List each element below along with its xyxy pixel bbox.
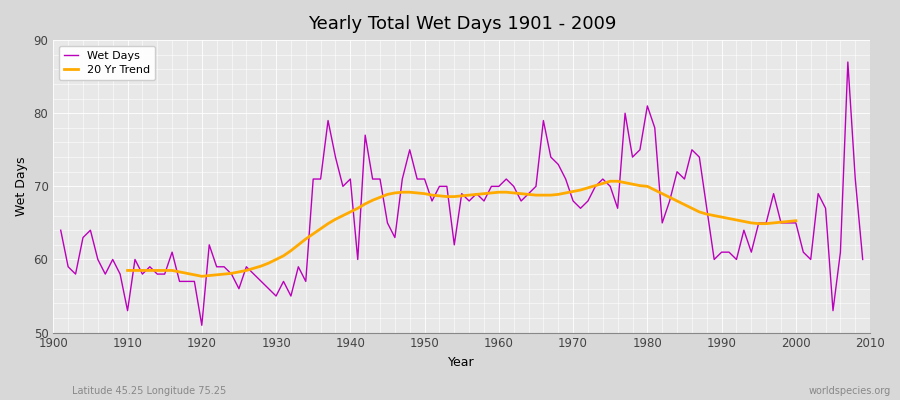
Wet Days [501,177,512,182]
Text: Latitude 45.25 Longitude 75.25: Latitude 45.25 Longitude 75.25 [72,386,226,396]
20 Yr Trend [701,212,712,216]
Wet Days [55,228,66,233]
Wet Days [858,257,868,262]
Line: 20 Yr Trend: 20 Yr Trend [128,181,796,276]
Wet Days [285,294,296,298]
Wet Days [196,323,207,328]
Y-axis label: Wet Days: Wet Days [15,156,28,216]
20 Yr Trend [783,219,794,224]
Line: Wet Days: Wet Days [60,62,863,325]
20 Yr Trend [605,179,616,184]
20 Yr Trend [790,218,801,223]
Legend: Wet Days, 20 Yr Trend: Wet Days, 20 Yr Trend [58,46,156,80]
20 Yr Trend [196,274,207,279]
Wet Days [842,60,853,64]
X-axis label: Year: Year [448,356,475,369]
Wet Days [590,184,601,189]
20 Yr Trend [285,248,296,253]
Title: Yearly Total Wet Days 1901 - 2009: Yearly Total Wet Days 1901 - 2009 [308,15,616,33]
20 Yr Trend [122,268,133,273]
Text: worldspecies.org: worldspecies.org [809,386,891,396]
20 Yr Trend [212,272,222,277]
20 Yr Trend [301,236,311,241]
20 Yr Trend [516,191,526,196]
Wet Days [330,155,341,160]
Wet Days [114,272,125,276]
Wet Days [493,184,504,189]
